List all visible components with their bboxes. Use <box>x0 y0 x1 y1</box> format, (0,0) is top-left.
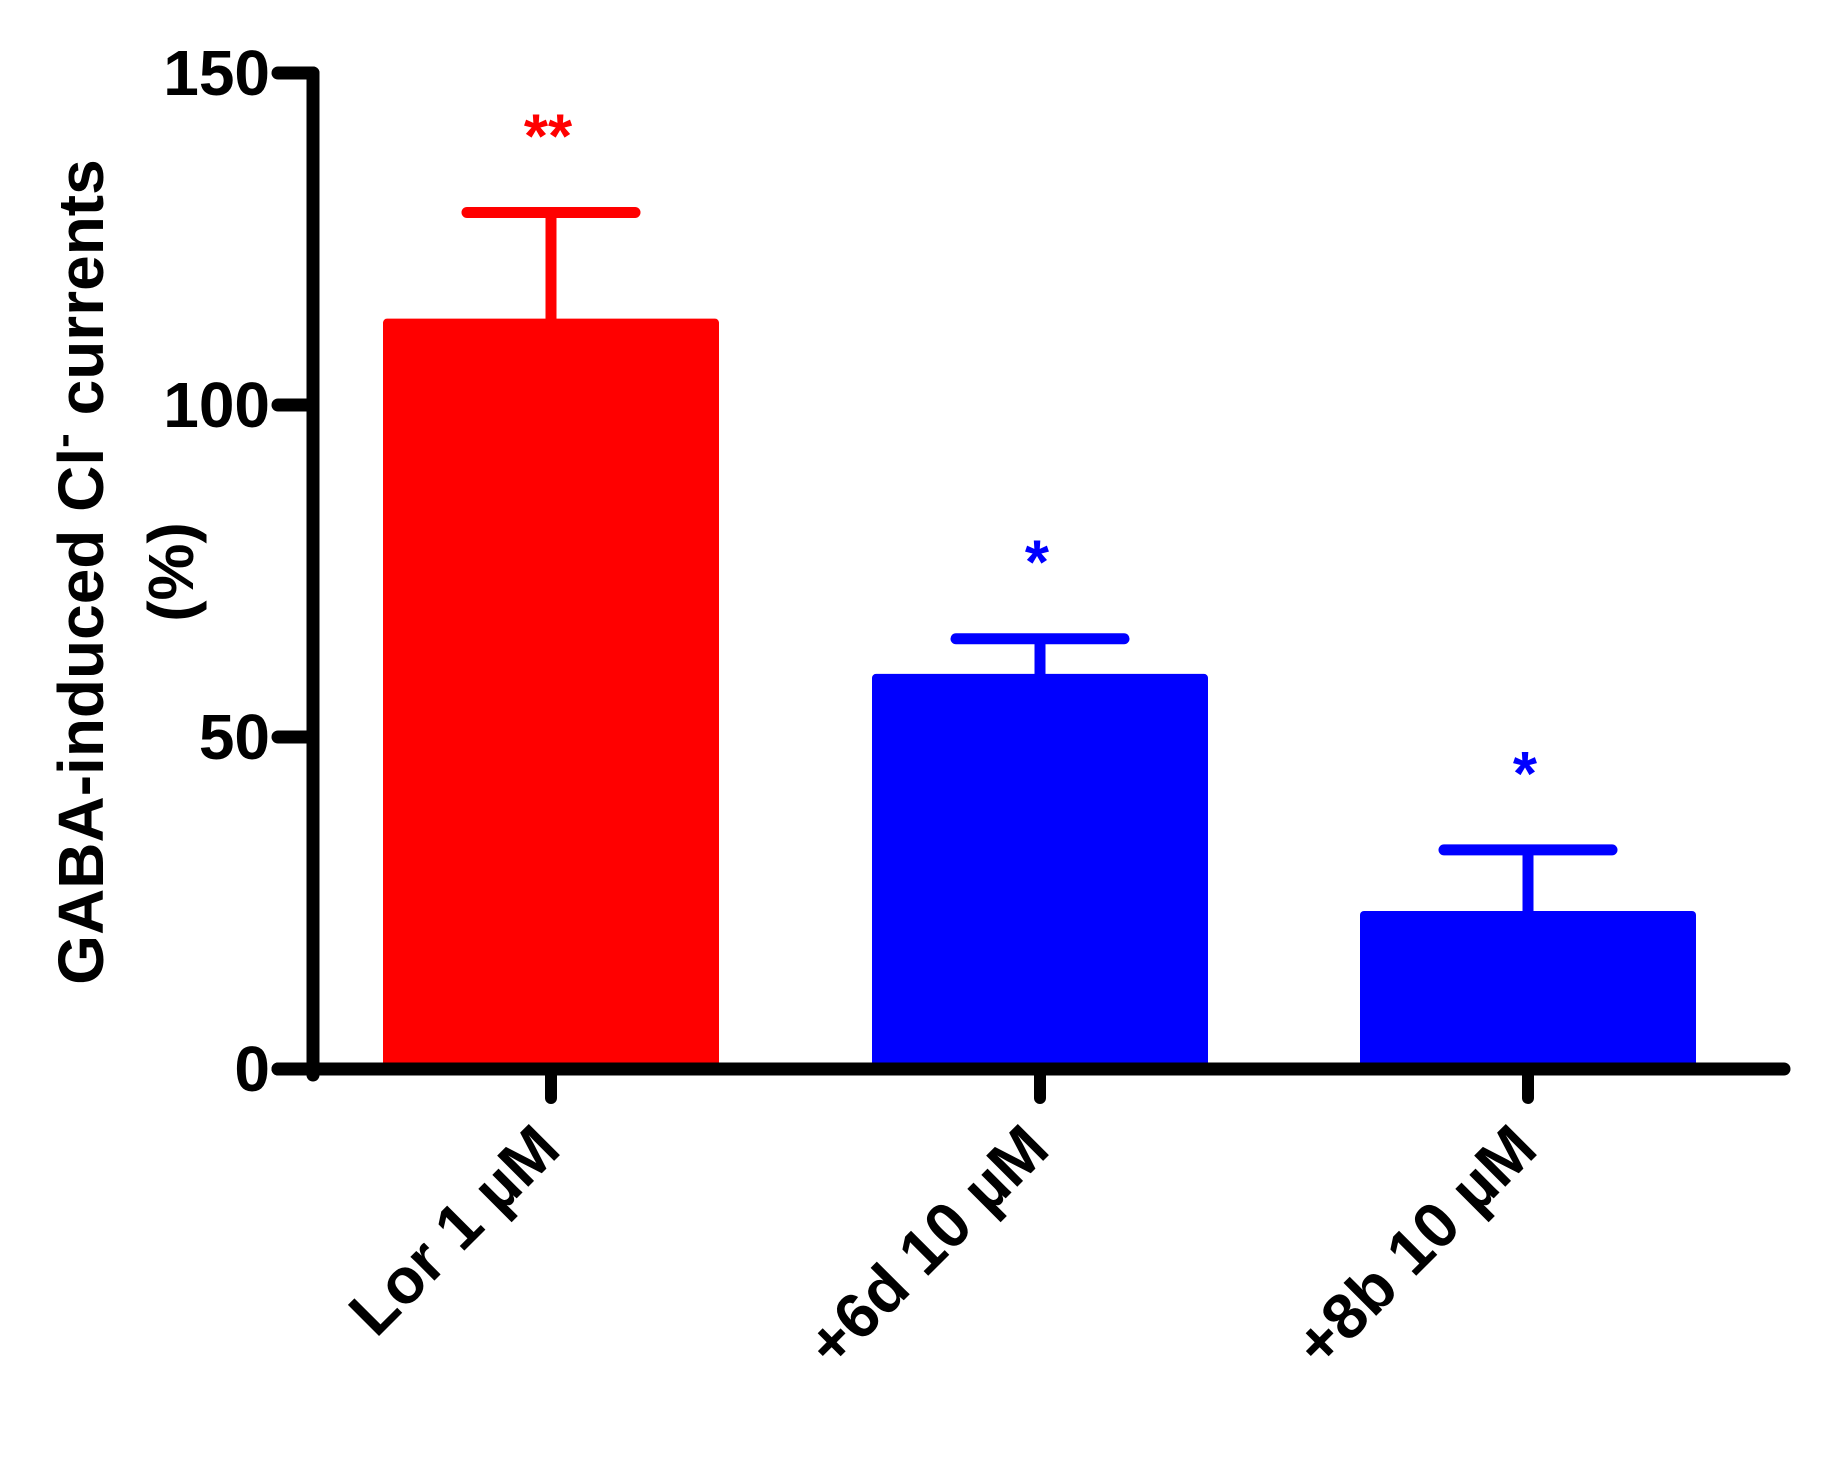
y-ticks-layer: 0 50 100 150 <box>163 37 320 1105</box>
y-axis-label-superscript: - <box>38 433 87 448</box>
bar-1 <box>383 318 719 1069</box>
y-tick-label-50: 50 <box>199 701 270 773</box>
y-axis-label-main: GABA-induced Cl <box>45 448 117 985</box>
significance-label-3: * <box>1513 740 1538 809</box>
y-tick-label-0: 0 <box>234 1033 270 1105</box>
y-axis-label-suffix: currents <box>45 159 117 433</box>
y-axis-label-group: GABA-induced Cl- currents (%) <box>38 159 207 984</box>
y-axis-label-line2: (%) <box>135 522 207 622</box>
bar-2 <box>872 673 1208 1069</box>
x-tick-label-3: +8b 10 µM <box>1280 1111 1549 1380</box>
significance-layer: **** <box>524 102 1538 808</box>
significance-label-1: ** <box>524 102 573 171</box>
y-tick-label-150: 150 <box>163 37 270 109</box>
significance-label-2: * <box>1025 529 1050 598</box>
x-tick-label-1: Lor 1 µM <box>335 1111 573 1349</box>
bars-layer <box>383 318 1696 1069</box>
y-axis-label-line1: GABA-induced Cl- currents <box>38 159 117 984</box>
x-tick-label-2: +6d 10 µM <box>792 1111 1061 1380</box>
error-bars-layer <box>461 206 1618 913</box>
bar-3 <box>1360 910 1696 1069</box>
x-ticks-layer: Lor 1 µM +6d 10 µM +8b 10 µM <box>335 1066 1550 1380</box>
y-tick-label-100: 100 <box>163 369 270 441</box>
